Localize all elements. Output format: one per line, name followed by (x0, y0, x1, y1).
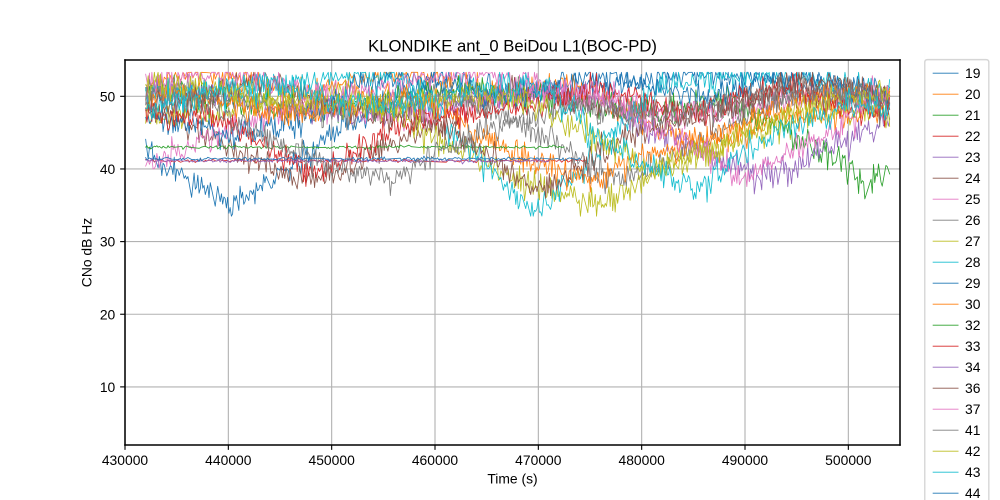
svg-text:26: 26 (965, 212, 981, 228)
svg-text:42: 42 (965, 443, 981, 459)
svg-text:460000: 460000 (412, 452, 459, 468)
svg-text:37: 37 (965, 401, 981, 417)
svg-text:10: 10 (100, 379, 116, 395)
svg-text:43: 43 (965, 464, 981, 480)
svg-text:29: 29 (965, 275, 981, 291)
svg-text:CNo dB Hz: CNo dB Hz (78, 218, 94, 287)
svg-text:44: 44 (965, 485, 981, 500)
svg-text:490000: 490000 (722, 452, 769, 468)
svg-text:33: 33 (965, 338, 981, 354)
svg-text:450000: 450000 (309, 452, 356, 468)
svg-text:25: 25 (965, 191, 981, 207)
svg-text:36: 36 (965, 380, 981, 396)
svg-text:19: 19 (965, 65, 981, 81)
svg-text:470000: 470000 (515, 452, 562, 468)
svg-text:500000: 500000 (825, 452, 872, 468)
svg-text:34: 34 (965, 359, 981, 375)
svg-text:21: 21 (965, 107, 981, 123)
svg-text:480000: 480000 (619, 452, 666, 468)
svg-text:Time (s): Time (s) (487, 470, 537, 486)
svg-text:KLONDIKE ant_0 BeiDou L1(BOC-P: KLONDIKE ant_0 BeiDou L1(BOC-PD) (368, 37, 657, 56)
svg-text:24: 24 (965, 170, 981, 186)
svg-text:40: 40 (100, 161, 116, 177)
svg-text:50: 50 (100, 88, 116, 104)
svg-text:30: 30 (965, 296, 981, 312)
svg-text:23: 23 (965, 149, 981, 165)
svg-text:22: 22 (965, 128, 981, 144)
svg-text:28: 28 (965, 254, 981, 270)
svg-text:30: 30 (100, 234, 116, 250)
svg-text:430000: 430000 (102, 452, 149, 468)
svg-text:20: 20 (100, 306, 116, 322)
svg-text:440000: 440000 (205, 452, 252, 468)
svg-text:41: 41 (965, 422, 981, 438)
svg-text:27: 27 (965, 233, 981, 249)
svg-text:32: 32 (965, 317, 981, 333)
svg-text:20: 20 (965, 86, 981, 102)
